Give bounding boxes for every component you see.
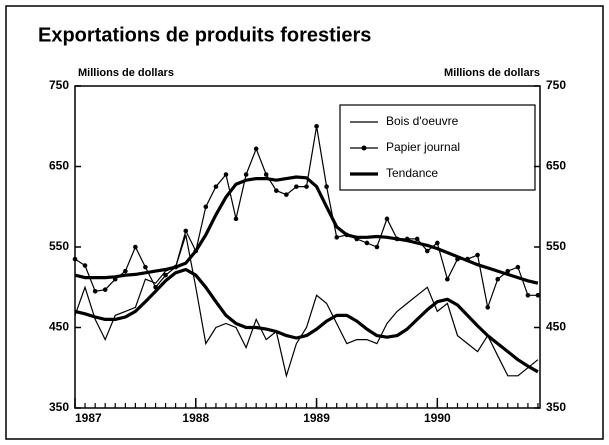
point [123,268,128,274]
point [394,236,400,242]
x-tick-label: 1988 [182,411,209,425]
y-tick-label: 550 [49,239,69,253]
legend-label: Papier journal [386,140,460,154]
point [263,172,269,177]
point [304,184,309,189]
y-tick-label: 450 [49,320,69,334]
point [535,293,541,298]
point [294,184,299,189]
y2-tick-label: 550 [546,239,566,253]
point [344,232,350,238]
point [203,204,209,210]
point [72,256,78,262]
point [414,236,420,242]
legend-label: Bois d'oeuvre [386,114,459,128]
point [253,146,259,152]
point [153,284,158,290]
y2-tick-label: 750 [546,78,566,92]
point [274,188,279,193]
point [143,264,148,270]
y2-axis-label: Millions de dollars [444,67,540,79]
point [505,268,511,274]
y-tick-label: 650 [49,159,69,173]
point [314,123,319,129]
point [354,236,360,242]
point [112,276,118,282]
point [243,172,249,177]
point [223,172,229,177]
point [334,235,340,240]
y-tick-label: 350 [49,400,69,414]
trend-line [74,267,539,374]
point [485,305,491,310]
point [455,256,460,262]
chart-title: Exportations de produits forestiers [38,24,371,46]
point [82,263,88,268]
point [92,288,98,294]
legend-label: Tendance [386,166,438,180]
trend-line [74,175,539,285]
point [374,244,380,250]
point [133,244,138,250]
point [475,252,480,258]
point [213,184,219,189]
y2-tick-label: 450 [546,320,566,334]
point [465,256,470,262]
x-tick-label: 1990 [424,411,451,425]
y2-tick-label: 350 [546,400,566,414]
point [163,272,168,278]
y-tick-label: 750 [49,78,69,92]
point [193,248,199,254]
point [233,216,239,222]
point [404,236,410,242]
point [425,248,430,254]
point [495,276,501,282]
x-tick-label: 1987 [75,411,102,425]
point [384,216,390,222]
point [324,184,329,189]
x-tick-label: 1989 [303,411,330,425]
y2-tick-label: 650 [546,159,566,173]
point [364,240,370,246]
point [435,240,440,246]
point [525,293,531,298]
point [445,276,450,282]
point [284,192,289,197]
point [102,287,108,292]
point [183,228,189,234]
point [515,264,521,270]
point [173,264,178,270]
legend-marker [361,145,367,151]
y-axis-label: Millions de dollars [78,67,174,79]
